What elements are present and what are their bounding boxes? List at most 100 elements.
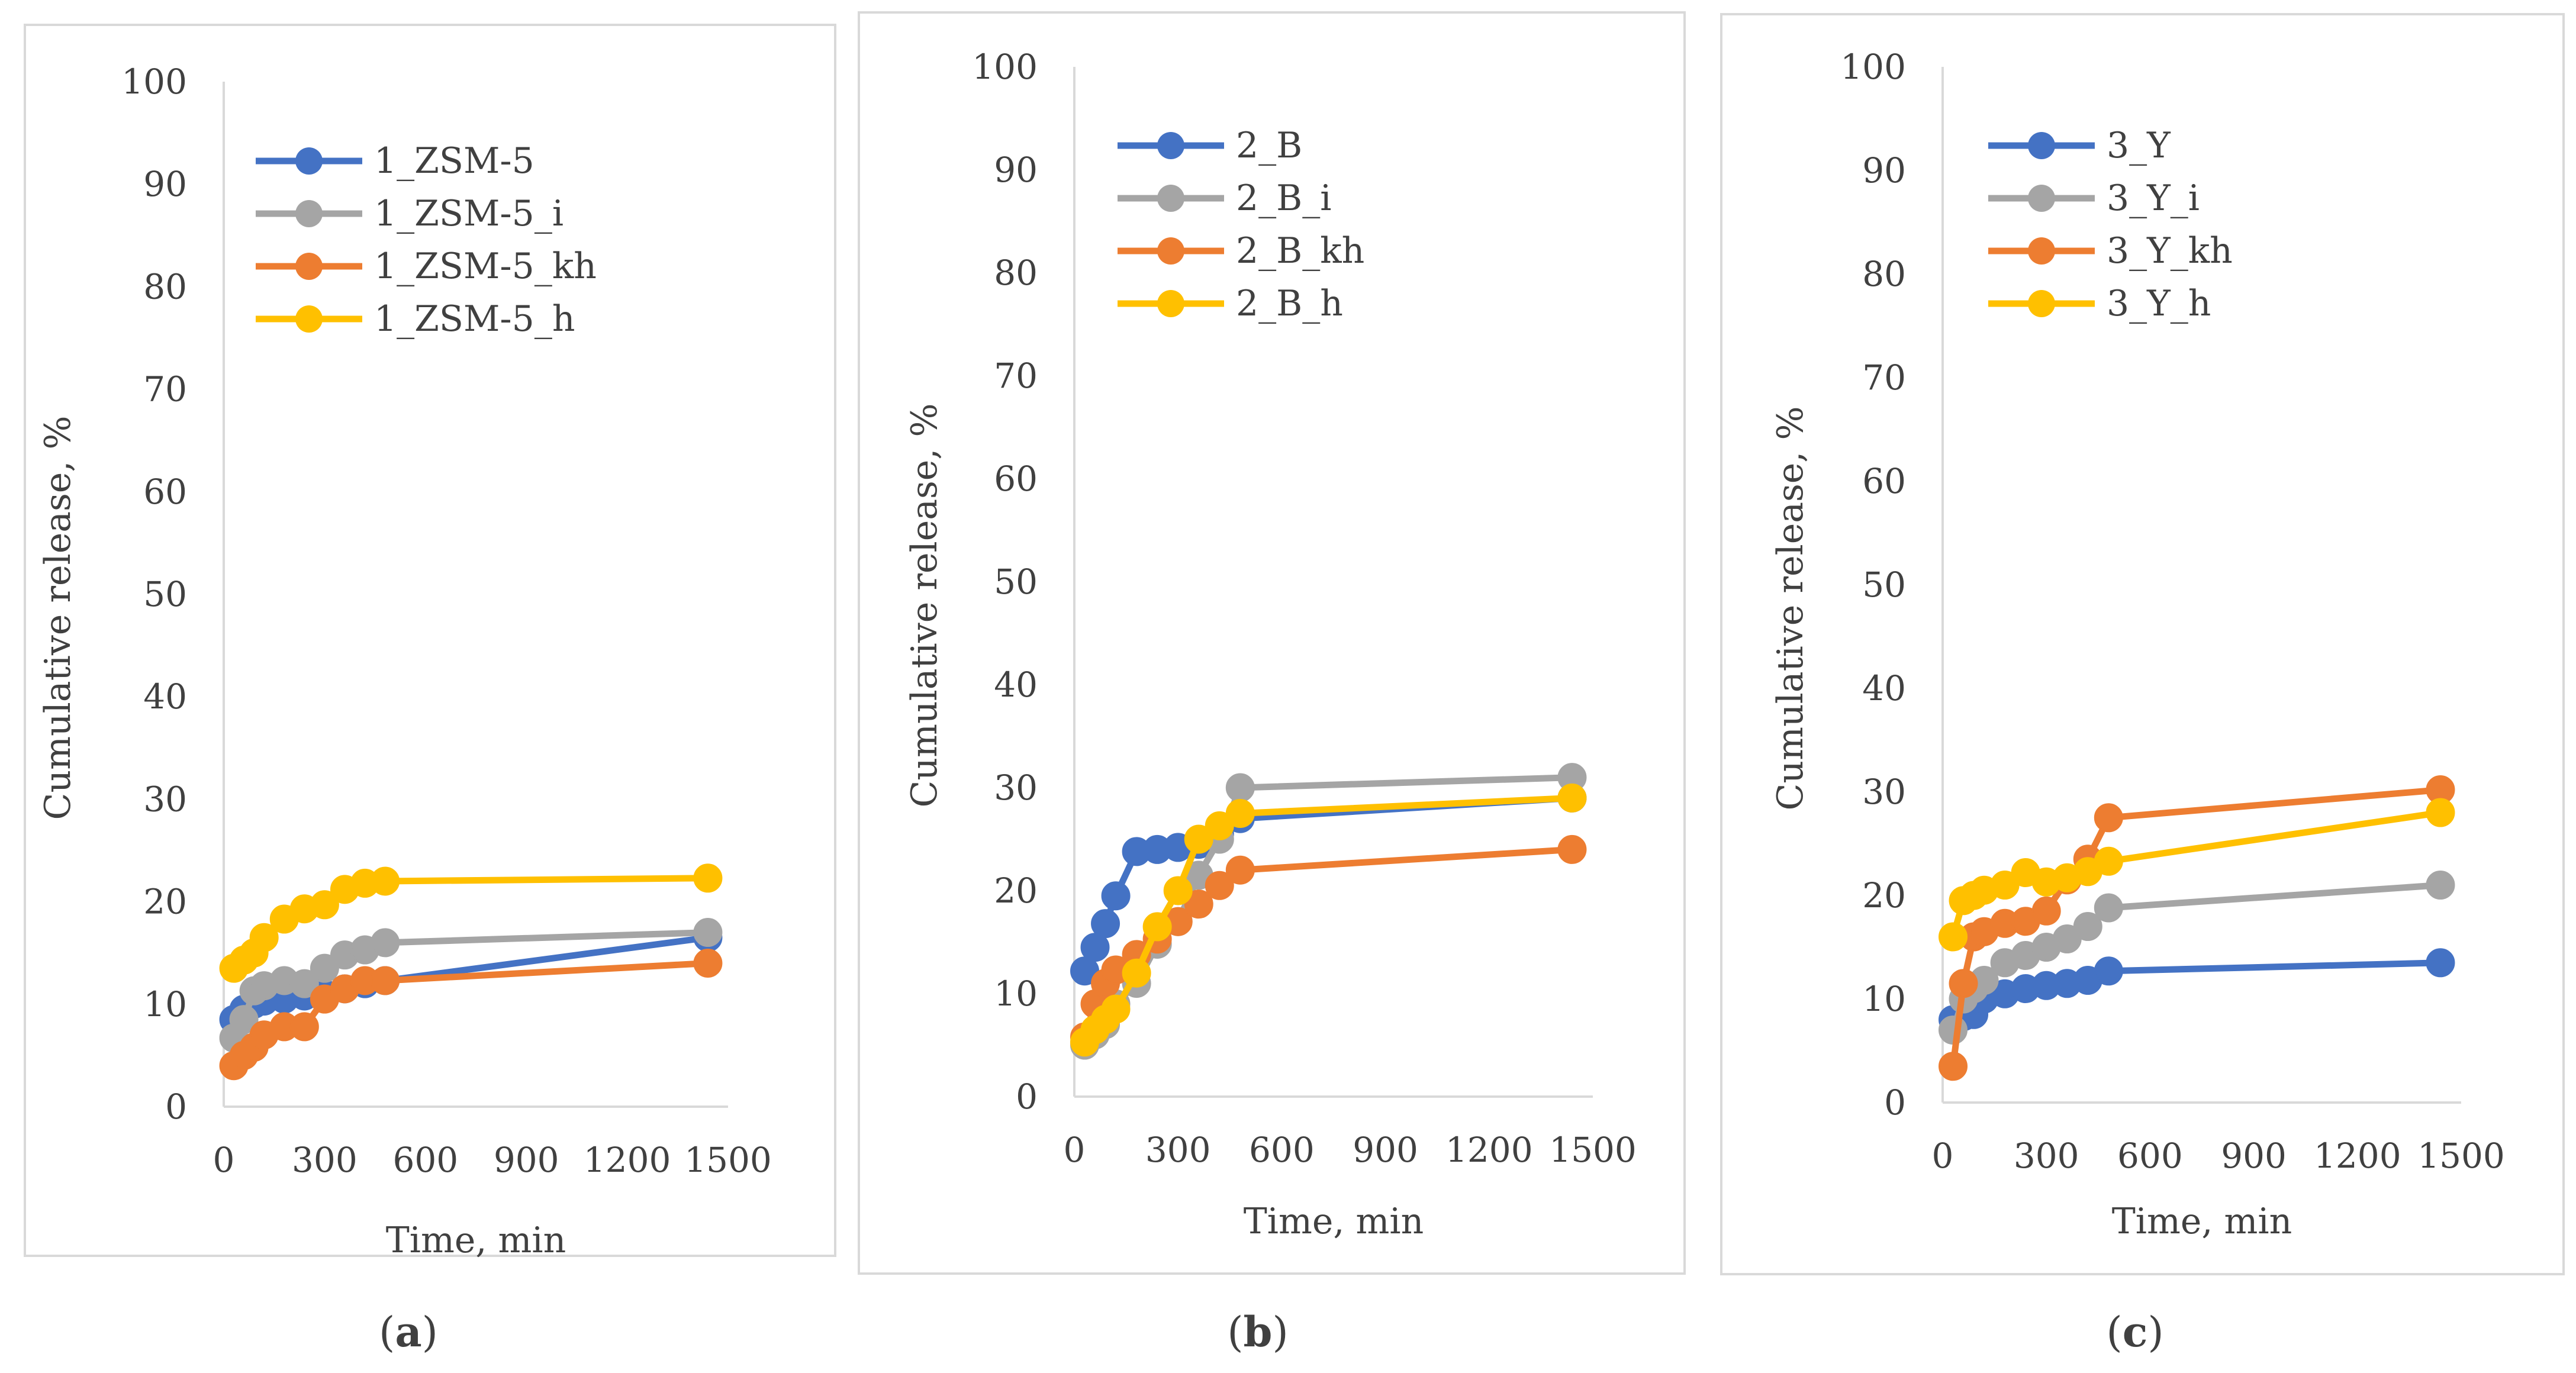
legend: 1_ZSM-5 1_ZSM-5_i 1_ZSM-5_kh 1_ZSM-5_h (256, 140, 597, 340)
x-tick-label: 900 (2221, 1136, 2287, 1176)
y-tick-label: 70 (1862, 357, 1906, 398)
data-point (693, 949, 723, 978)
caption-letter: b (1244, 1307, 1273, 1356)
data-point (1939, 1016, 1968, 1045)
y-tick-label: 80 (994, 253, 1038, 293)
legend-label: 3_Y_kh (2107, 230, 2233, 272)
legend-marker (1157, 237, 1184, 265)
x-tick-label: 1200 (584, 1140, 671, 1180)
x-tick-label: 900 (1353, 1130, 1418, 1170)
data-point (1142, 912, 1172, 942)
data-point (1225, 799, 1255, 828)
y-tick-label: 70 (143, 369, 187, 410)
data-point (693, 918, 723, 947)
legend-marker (295, 200, 323, 227)
data-point (371, 866, 400, 896)
caption-close-paren: ) (422, 1308, 438, 1356)
data-point (2426, 948, 2455, 978)
y-tick-label: 100 (1840, 47, 1906, 87)
data-point (1101, 994, 1131, 1024)
data-point (289, 1012, 319, 1042)
legend-marker (1157, 290, 1184, 317)
y-axis-title: Cumulative release, % (904, 404, 945, 808)
data-point (289, 969, 319, 998)
legend-label: 3_Y_i (2107, 178, 2200, 219)
y-tick-label: 20 (1862, 875, 1906, 916)
y-tick-label: 30 (994, 768, 1038, 808)
data-point (1122, 958, 1151, 988)
y-tick-label: 100 (972, 47, 1038, 87)
data-point (1184, 889, 1213, 919)
panel-caption-c: (c) (2106, 1307, 2163, 1356)
y-tick-label: 0 (1884, 1082, 1906, 1123)
caption-close-paren: ) (1272, 1308, 1288, 1356)
data-point (2094, 846, 2123, 876)
legend: 3_Y 3_Y_i 3_Y_kh 3_Y_h (1988, 125, 2233, 324)
data-point (1225, 773, 1255, 802)
caption-letter: c (2123, 1307, 2148, 1356)
chart-panel-c: 0 10 20 30 40 50 60 70 80 90 100 0 300 600 900 1200 1500… (1720, 13, 2565, 1275)
data-point (1939, 1052, 1968, 1081)
data-point (2426, 871, 2455, 900)
y-axis-title: Cumulative release, % (37, 416, 79, 820)
y-tick-label: 50 (143, 574, 187, 614)
legend-marker (295, 305, 323, 333)
y-tick-label: 10 (994, 974, 1038, 1014)
data-point (2094, 956, 2123, 986)
data-point (2426, 798, 2455, 827)
data-point (1225, 855, 1255, 885)
y-tick-label: 50 (994, 562, 1038, 602)
y-tick-label: 100 (121, 62, 187, 102)
chart-panel-a: 0 10 20 30 40 50 60 70 80 90 100 0 300 600 900 1200 1500… (24, 24, 836, 1261)
y-tick-label: 50 (1862, 565, 1906, 605)
legend-marker (295, 253, 323, 280)
caption-open-paren: ( (1227, 1308, 1243, 1356)
data-point (310, 890, 339, 920)
data-point (2031, 896, 2061, 926)
y-tick-label: 40 (994, 665, 1038, 705)
y-tick-label: 20 (994, 871, 1038, 911)
legend-marker (2028, 237, 2055, 265)
legend-marker (2028, 132, 2055, 159)
x-tick-label: 1200 (2314, 1136, 2401, 1176)
y-axis-title: Cumulative release, % (1770, 407, 1811, 811)
y-tick-label: 40 (1862, 668, 1906, 708)
y-tick-label: 90 (143, 164, 187, 204)
y-tick-label: 70 (994, 356, 1038, 396)
x-axis-title: Time, min (2112, 1201, 2292, 1242)
y-tick-label: 90 (994, 150, 1038, 190)
data-point (1184, 824, 1213, 854)
y-tick-label: 0 (1016, 1077, 1038, 1117)
caption-open-paren: ( (2106, 1308, 2122, 1356)
data-point (371, 928, 400, 958)
legend-marker (2028, 185, 2055, 212)
legend-label: 1_ZSM-5_h (374, 298, 575, 340)
legend-marker (2028, 290, 2055, 317)
panel-caption-a: (a) (379, 1307, 438, 1356)
chart-frame (858, 11, 1686, 1275)
data-point (1949, 969, 1978, 998)
x-tick-label: 600 (2117, 1136, 2183, 1176)
x-tick-label: 1500 (1549, 1130, 1637, 1170)
data-point (1939, 922, 1968, 952)
x-axis-title: Time, min (386, 1220, 566, 1261)
data-point (2094, 803, 2123, 833)
x-tick-label: 300 (1145, 1130, 1211, 1170)
legend: 2_B 2_B_i 2_B_kh 2_B_h (1118, 125, 1364, 324)
y-tick-label: 60 (143, 472, 187, 512)
y-tick-label: 0 (165, 1087, 187, 1127)
series-1_ZSM-5_kh (219, 949, 723, 1081)
series-1_ZSM-5_h (219, 863, 723, 983)
series-1_ZSM-5_i (219, 918, 723, 1053)
data-point (2094, 893, 2123, 923)
x-tick-label: 0 (1064, 1130, 1086, 1170)
legend-label: 1_ZSM-5_kh (374, 246, 597, 287)
x-tick-label: 1500 (684, 1140, 772, 1180)
chart-frame (1720, 13, 2565, 1275)
x-tick-label: 1200 (1445, 1130, 1533, 1170)
x-axis-title: Time, min (1244, 1201, 1424, 1242)
x-tick-label: 300 (292, 1140, 358, 1180)
x-tick-label: 0 (1932, 1136, 1954, 1176)
chart-panel-b: 0 10 20 30 40 50 60 70 80 90 100 0 300 600 900 1200 1500… (858, 11, 1686, 1275)
y-tick-label: 60 (1862, 461, 1906, 501)
